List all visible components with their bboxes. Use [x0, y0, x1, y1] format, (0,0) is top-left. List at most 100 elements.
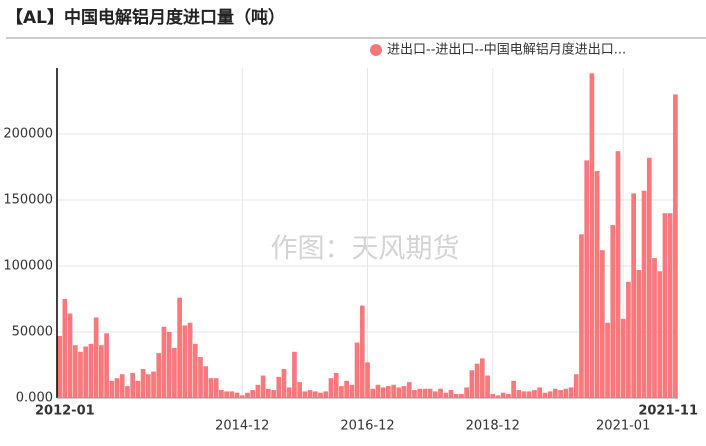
y-tick-label: 200000: [3, 127, 53, 142]
chart-title: 【AL】中国电解铝月度进口量（吨）: [6, 7, 285, 28]
legend-swatch: [370, 44, 382, 56]
bar: [448, 390, 454, 398]
bar: [130, 372, 136, 398]
x-tick-label: 2012-01: [35, 404, 95, 419]
bar: [99, 345, 104, 398]
bar: [563, 388, 569, 398]
bar: [255, 384, 261, 398]
bar: [224, 391, 229, 398]
bar: [573, 374, 579, 398]
bar: [177, 297, 182, 398]
bar: [526, 391, 532, 398]
bar: [135, 380, 141, 398]
bar: [302, 391, 308, 398]
bar: [140, 368, 146, 398]
bar: [610, 225, 616, 398]
bar: [114, 378, 120, 398]
bar: [156, 353, 162, 398]
bar: [584, 160, 590, 398]
bar: [318, 392, 323, 398]
bar: [219, 390, 224, 398]
x-tick-label: 2018-12: [466, 419, 520, 434]
bar: [166, 332, 172, 398]
bar: [88, 343, 94, 398]
bar: [652, 258, 657, 398]
bar: [172, 347, 177, 398]
bar: [391, 384, 396, 398]
bar: [553, 388, 558, 398]
bar: [281, 368, 287, 398]
bar: [506, 394, 511, 398]
watermark: 作图：天风期货: [271, 234, 460, 265]
bar: [579, 234, 584, 398]
bar: [537, 387, 543, 398]
bar: [673, 94, 678, 399]
bar: [57, 335, 62, 398]
bar: [339, 386, 344, 398]
bar: [558, 390, 563, 398]
bar: [495, 395, 501, 398]
x-tick-label: 2021-01: [596, 419, 650, 434]
bar: [615, 151, 621, 398]
bar: [589, 73, 595, 398]
bar: [286, 387, 292, 398]
x-tick-label: 2016-12: [340, 419, 394, 434]
bar: [198, 357, 203, 398]
bar: [297, 382, 303, 398]
bar: [109, 380, 115, 398]
bar: [620, 318, 626, 398]
bar: [365, 362, 370, 398]
bar: [521, 391, 527, 398]
bar: [333, 372, 339, 398]
bar: [307, 390, 313, 398]
bar: [646, 157, 652, 398]
bar: [542, 392, 548, 398]
bar: [631, 193, 636, 398]
bar: [213, 378, 219, 398]
bar: [67, 313, 73, 398]
bar: [208, 378, 214, 398]
bar: [78, 351, 83, 398]
bar: [62, 299, 68, 398]
bar: [485, 375, 490, 398]
bar: [239, 395, 245, 398]
bar: [500, 392, 506, 398]
bar: [119, 374, 125, 398]
bar: [417, 388, 423, 398]
bar: [594, 170, 600, 398]
bar: [250, 390, 256, 398]
bar: [626, 281, 631, 398]
bar: [72, 345, 78, 398]
bar: [292, 351, 297, 398]
bar: [599, 250, 605, 398]
bar: [386, 386, 391, 398]
bar: [276, 376, 282, 398]
bar: [406, 382, 412, 398]
bar: [605, 322, 610, 398]
bar: [328, 378, 334, 398]
bar: [469, 370, 475, 398]
bar: [459, 394, 464, 398]
bar: [312, 391, 318, 398]
bar: [657, 271, 663, 398]
y-tick-label: 50000: [12, 325, 53, 340]
bar: [490, 394, 496, 398]
bar: [83, 346, 89, 398]
bar: [187, 322, 193, 398]
bar: [479, 358, 485, 398]
bar: [349, 384, 355, 398]
y-tick-label: 0.000: [16, 391, 53, 406]
bar: [396, 387, 402, 398]
bar: [375, 384, 381, 398]
bar: [161, 326, 167, 398]
bar: [125, 386, 130, 398]
bar: [145, 374, 151, 398]
legend-label: 进出口--进出口--中国电解铝月度进出口...: [387, 42, 626, 58]
bar: [641, 190, 647, 398]
bar: [568, 387, 574, 398]
bar: [516, 390, 522, 398]
bar: [203, 366, 209, 398]
bar: [271, 390, 276, 398]
bar: [432, 391, 438, 398]
